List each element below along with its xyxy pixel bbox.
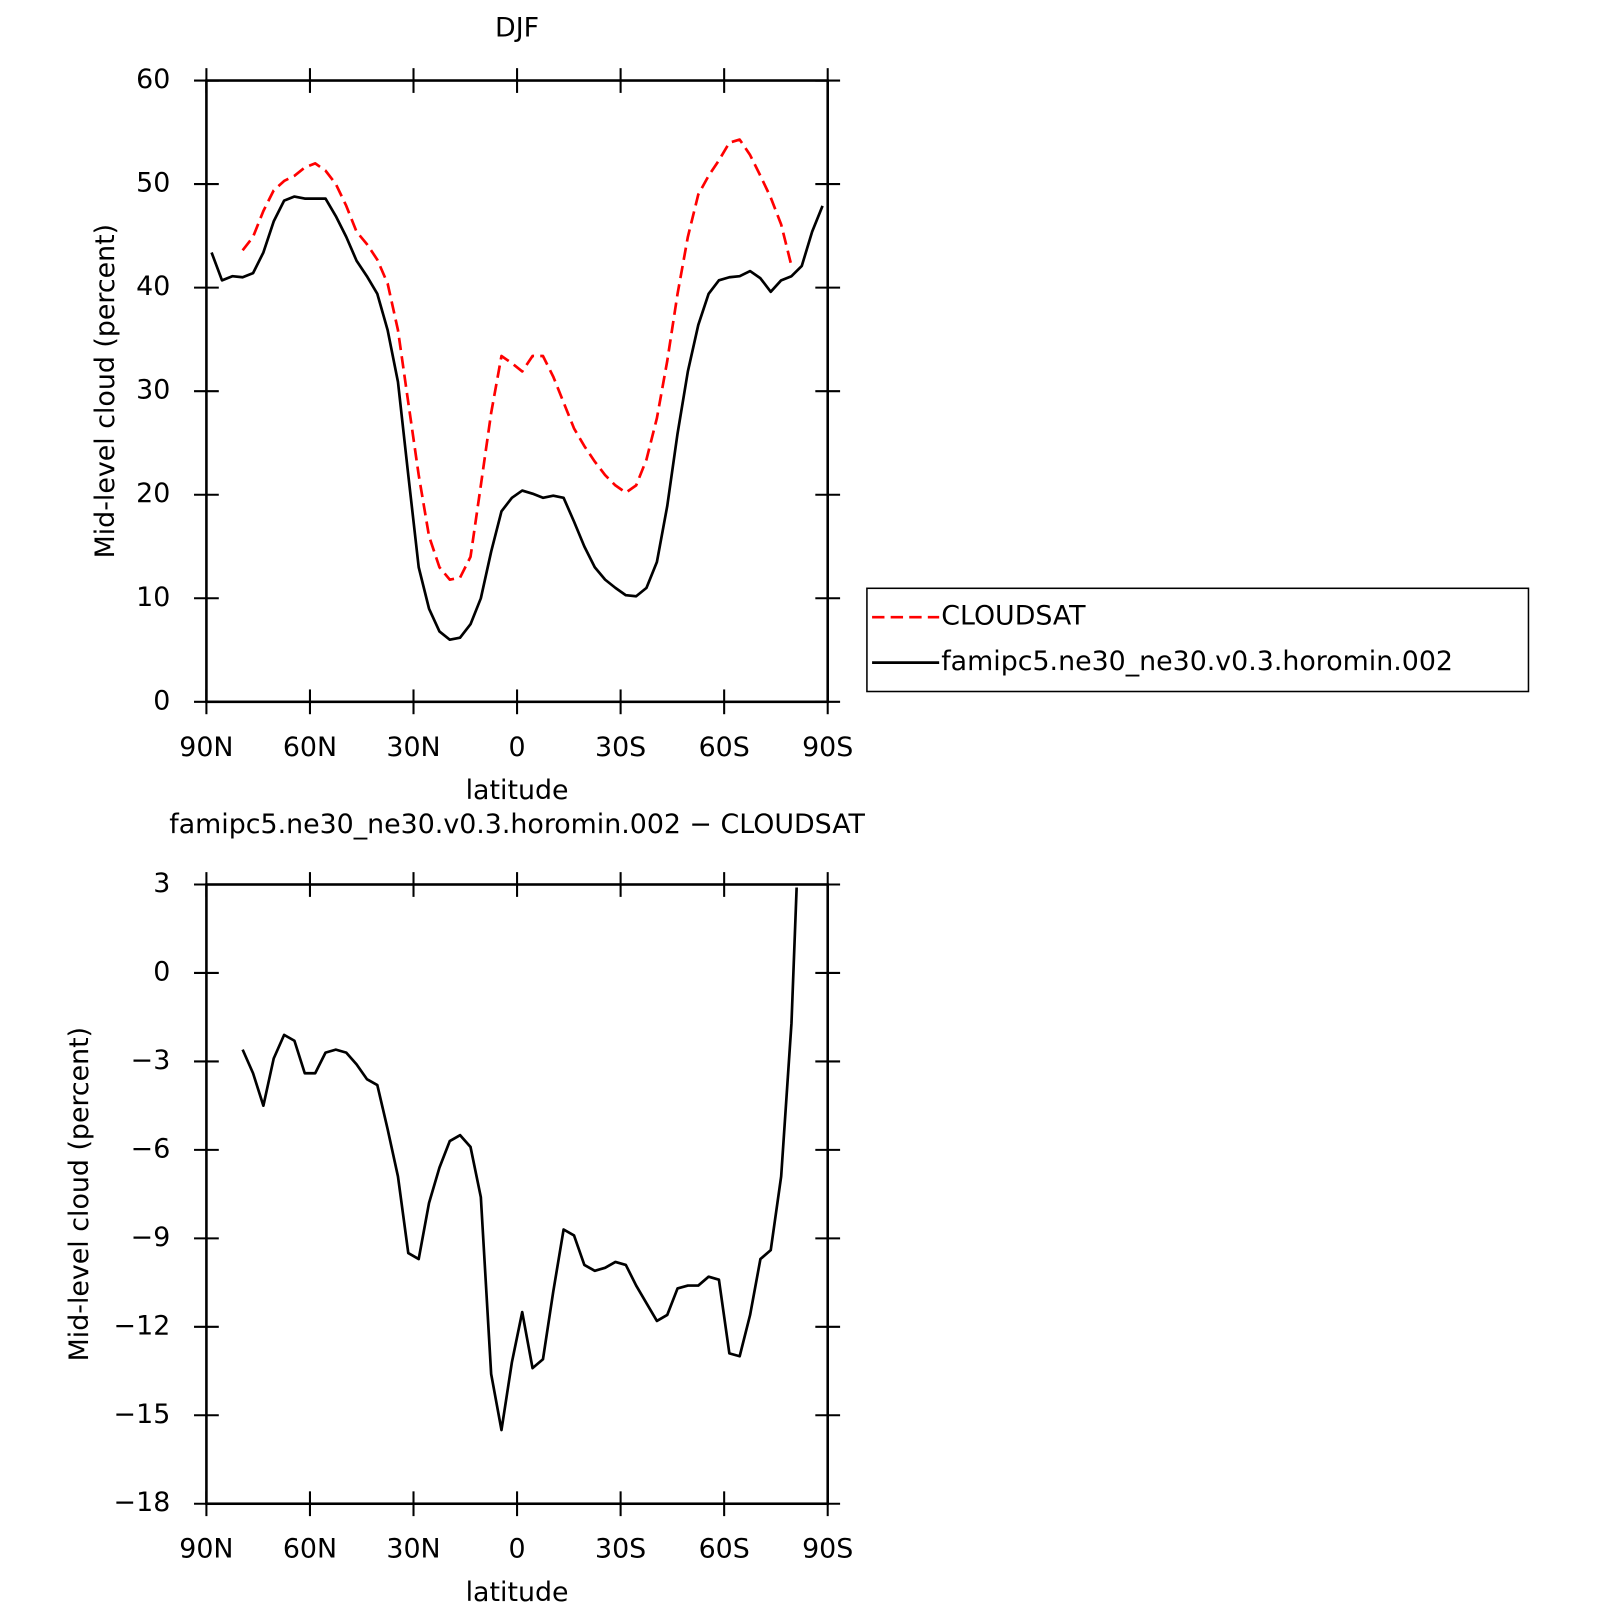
y-tick-label: −3 — [131, 1045, 171, 1076]
x-tick-label: 90S — [802, 732, 853, 763]
data-line — [241, 138, 793, 581]
y-tick-label: 0 — [153, 685, 170, 716]
x-tick-label: 90N — [179, 732, 233, 763]
y-tick-label: −12 — [114, 1310, 171, 1341]
y-tick-label: −6 — [131, 1133, 171, 1164]
y-tick-label: 50 — [136, 168, 170, 199]
x-tick-label: 60S — [699, 1534, 750, 1565]
y-tick-label: 0 — [153, 956, 170, 987]
x-tick-label: 90N — [179, 1534, 233, 1565]
legend-label: famipc5.ne30_ne30.v0.3.horomin.002 — [941, 646, 1453, 677]
plot-frame — [205, 79, 829, 704]
x-tick-label: 60N — [283, 1534, 337, 1565]
chart-title: DJF — [495, 12, 539, 43]
x-tick-label: 30N — [386, 732, 440, 763]
y-tick-label: 60 — [136, 64, 170, 95]
x-tick-label: 30N — [386, 1534, 440, 1565]
x-tick-label: 30S — [595, 1534, 646, 1565]
plot-frame — [205, 883, 829, 1506]
y-tick-label: 30 — [136, 375, 170, 406]
x-tick-label: 60N — [283, 732, 337, 763]
y-tick-label: 10 — [136, 582, 170, 613]
x-axis-label: latitude — [466, 1577, 569, 1608]
x-tick-label: 0 — [509, 1534, 526, 1565]
y-tick-label: 20 — [136, 478, 170, 509]
x-tick-label: 30S — [595, 732, 646, 763]
y-tick-label: −9 — [131, 1222, 171, 1253]
y-tick-label: −15 — [114, 1399, 171, 1430]
y-axis-label: Mid-level cloud (percent) — [90, 224, 121, 559]
x-tick-label: 60S — [699, 732, 750, 763]
legend-box — [866, 587, 1530, 693]
legend: CLOUDSAT famipc5.ne30_ne30.v0.3.horomin.0… — [866, 587, 1530, 693]
y-axis-label: Mid-level cloud (percent) — [64, 1027, 95, 1362]
x-tick-label: 0 — [509, 732, 526, 763]
data-line — [210, 195, 824, 642]
data-line — [241, 887, 798, 1432]
legend-label: CLOUDSAT — [941, 601, 1086, 632]
y-tick-label: 40 — [136, 271, 170, 302]
x-axis-label: latitude — [466, 775, 569, 806]
chart-title: famipc5.ne30_ne30.v0.3.horomin.002 − CLO… — [169, 809, 865, 840]
x-tick-label: 90S — [802, 1534, 853, 1565]
y-tick-label: 3 — [153, 868, 170, 899]
y-tick-label: −18 — [114, 1487, 171, 1518]
